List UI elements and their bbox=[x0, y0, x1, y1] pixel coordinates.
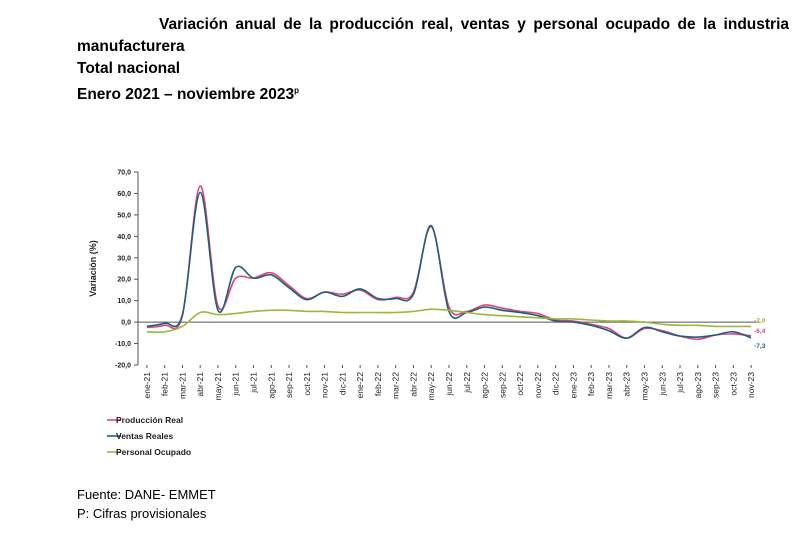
x-tick-label: ene-23 bbox=[568, 372, 578, 399]
x-tick-label: mar-21 bbox=[177, 372, 187, 399]
x-tick-label: jul-21 bbox=[249, 372, 259, 394]
end-value-label: -6,4 bbox=[754, 328, 766, 335]
x-tick-label: mar-22 bbox=[391, 372, 401, 399]
x-tick-label: may-21 bbox=[213, 372, 223, 401]
series-line-personal-ocupado bbox=[146, 308, 752, 333]
footer: Fuente: DANE- EMMET P: Cifras provisiona… bbox=[77, 485, 216, 523]
source-text: : DANE- EMMET bbox=[117, 487, 216, 502]
y-axis-label: Variación (%) bbox=[88, 240, 98, 297]
provisional-mark: p bbox=[294, 86, 300, 95]
chart-period: Enero 2021 – noviembre 2023p bbox=[77, 80, 789, 106]
x-tick-label: feb-23 bbox=[586, 372, 596, 396]
x-tick-label: abr-21 bbox=[195, 372, 205, 397]
chart-title-block: Variación anual de la producción real, v… bbox=[77, 14, 789, 106]
legend-label: Personal Ocupado bbox=[116, 447, 191, 457]
x-tick-label: may-23 bbox=[639, 372, 649, 401]
x-tick-label: abr-23 bbox=[622, 372, 632, 397]
x-tick-label: feb-22 bbox=[373, 372, 383, 396]
y-tick-label: 0,0 bbox=[121, 320, 131, 327]
y-tick-label: 30,0 bbox=[117, 255, 131, 262]
y-tick-label: 10,0 bbox=[117, 298, 131, 305]
end-value-label: -2,0 bbox=[754, 317, 766, 324]
chart-end-labels: -6,4 -7,3 -2,0 bbox=[754, 317, 766, 349]
y-tick-label: 20,0 bbox=[117, 277, 131, 284]
x-tick-label: jul-23 bbox=[675, 372, 685, 394]
x-tick-label: oct-23 bbox=[728, 372, 738, 396]
y-tick-label: 60,0 bbox=[117, 191, 131, 198]
source-line: Fuente: DANE- EMMET bbox=[77, 485, 216, 504]
end-value-label: -7,3 bbox=[754, 343, 766, 350]
x-tick-label: may-22 bbox=[426, 372, 436, 401]
chart-legend: Producción Real Ventas Reales Personal Ocu… bbox=[107, 415, 191, 457]
y-tick-label: 40,0 bbox=[117, 234, 131, 241]
legend-label: Ventas Reales bbox=[116, 431, 173, 441]
x-tick-label: ene-22 bbox=[355, 372, 365, 399]
x-tick-label: ago-21 bbox=[266, 372, 276, 399]
x-tick-label: ene-21 bbox=[142, 372, 152, 399]
x-tick-label: jun-22 bbox=[444, 372, 454, 397]
chart-subtitle: Total nacional bbox=[77, 60, 181, 77]
x-tick-label: dic-22 bbox=[551, 372, 561, 395]
chart-axes: 70,0 60,0 50,0 40,0 30,0 20,0 10,0 0,0 -10,0 -20,… bbox=[88, 170, 760, 401]
source-label: Fuente bbox=[77, 487, 118, 502]
x-tick-label: nov-21 bbox=[320, 372, 330, 398]
x-tick-label: nov-22 bbox=[533, 372, 543, 398]
x-tick-label: abr-22 bbox=[408, 372, 418, 397]
x-tick-label: mar-23 bbox=[604, 372, 614, 399]
x-tick-label: oct-22 bbox=[515, 372, 525, 396]
series-line-ventas-reales bbox=[146, 191, 752, 340]
x-tick-label: sep-22 bbox=[497, 372, 507, 398]
legend-label: Producción Real bbox=[116, 415, 183, 425]
y-tick-label: 70,0 bbox=[117, 170, 131, 177]
x-tick-label: feb-21 bbox=[160, 372, 170, 396]
x-tick-label: oct-21 bbox=[302, 372, 312, 396]
chart-period-text: Enero 2021 – noviembre 2023 bbox=[77, 86, 295, 104]
y-tick-label: -20,0 bbox=[115, 363, 131, 370]
x-tick-label: jun-23 bbox=[657, 372, 667, 397]
x-tick-label: nov-23 bbox=[746, 372, 756, 398]
x-tick-label: ago-22 bbox=[480, 372, 490, 399]
y-tick-label: 50,0 bbox=[117, 212, 131, 219]
chart-series bbox=[146, 185, 752, 341]
x-tick-label: sep-21 bbox=[284, 372, 294, 398]
x-tick-label: sep-23 bbox=[711, 372, 721, 398]
chart-title: Variación anual de la producción real, v… bbox=[77, 16, 789, 55]
x-tick-label: ago-23 bbox=[693, 372, 703, 399]
series-line-produccion-real bbox=[146, 185, 752, 341]
x-tick-label: jul-22 bbox=[462, 372, 472, 394]
provisional-note: P: Cifras provisionales bbox=[77, 506, 207, 521]
x-tick-label: dic-21 bbox=[337, 372, 347, 395]
x-tick-label: jun-21 bbox=[231, 372, 241, 397]
y-tick-label: -10,0 bbox=[115, 341, 131, 348]
